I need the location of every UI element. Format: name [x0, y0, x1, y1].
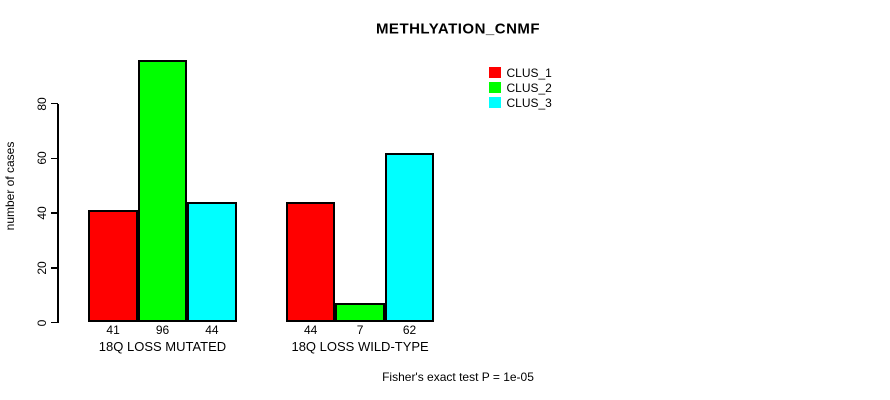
- y-tick: [51, 102, 58, 105]
- y-tick-label: 40: [35, 206, 49, 220]
- bar: [335, 303, 385, 323]
- bar-value-label: 41: [106, 323, 120, 337]
- legend-swatch-icon: [489, 96, 501, 109]
- bar-value-label: 62: [402, 323, 417, 337]
- legend-label: CLUS_2: [506, 80, 552, 95]
- bar: [384, 152, 435, 323]
- chart-title: METHLYATION_CNMF: [375, 20, 541, 38]
- y-tick: [51, 267, 58, 269]
- bar-value-label: 44: [205, 323, 219, 337]
- legend-swatch-icon: [489, 81, 501, 94]
- y-tick-label: 60: [35, 151, 49, 165]
- y-tick-label: 20: [35, 261, 49, 275]
- bar-value-label: 44: [304, 323, 318, 337]
- bar: [137, 59, 188, 323]
- y-tick: [51, 157, 58, 159]
- legend-item: CLUS_1: [489, 65, 552, 80]
- bar-value-label: 7: [356, 323, 364, 337]
- legend: CLUS_1 CLUS_2 CLUS_3: [489, 65, 552, 110]
- legend-swatch-icon: [489, 66, 501, 79]
- y-tick-label: 0: [35, 319, 49, 326]
- group-label: 18Q LOSS MUTATED: [98, 339, 227, 354]
- fisher-test-note: Fisher's exact test P = 1e-05: [382, 370, 534, 384]
- y-tick: [51, 321, 58, 324]
- legend-label: CLUS_3: [506, 95, 552, 110]
- bar: [286, 202, 336, 323]
- y-tick: [51, 212, 58, 214]
- legend-item: CLUS_2: [489, 80, 552, 95]
- bar-value-label: 96: [155, 323, 170, 337]
- bar: [187, 202, 237, 323]
- legend-label: CLUS_1: [506, 65, 552, 80]
- bar: [88, 210, 138, 323]
- group-label: 18Q LOSS WILD-TYPE: [291, 339, 429, 354]
- y-tick-label: 80: [35, 96, 49, 111]
- legend-item: CLUS_3: [489, 95, 552, 110]
- y-axis-label: number of cases: [3, 141, 17, 231]
